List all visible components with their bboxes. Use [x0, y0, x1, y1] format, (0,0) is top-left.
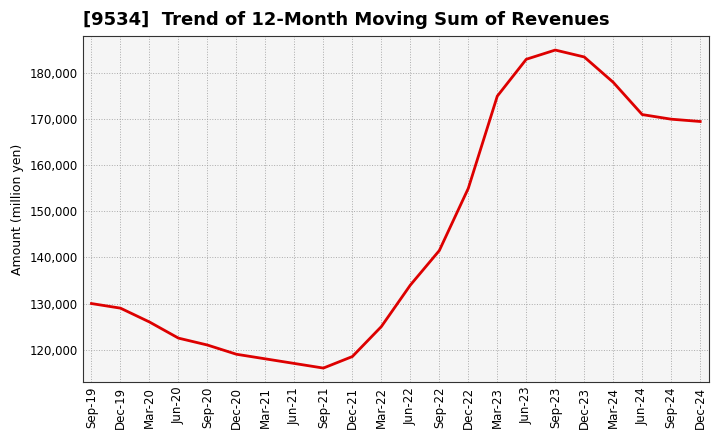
Y-axis label: Amount (million yen): Amount (million yen)	[11, 143, 24, 275]
Text: [9534]  Trend of 12-Month Moving Sum of Revenues: [9534] Trend of 12-Month Moving Sum of R…	[83, 11, 609, 29]
